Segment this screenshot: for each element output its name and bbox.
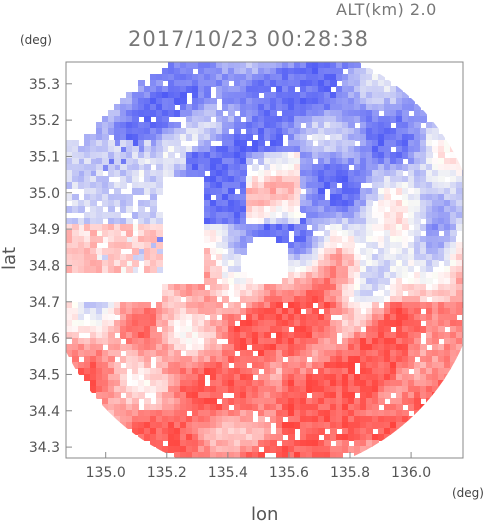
y-tick-label: 34.5 [29,367,60,383]
y-tick-label: 34.3 [29,440,60,456]
y-tick-label: 35.1 [29,149,60,165]
y-tick-label: 35.0 [29,186,60,202]
x-tick-label: 135.2 [147,465,187,481]
x-tick-label: 135.0 [86,465,126,481]
scan-timestamp: 2017/10/23 00:28:38 [128,27,370,51]
y-tick-label: 34.4 [29,404,60,420]
y-axis-ticks: 35.3 35.2 35.1 35.0 34.9 34.8 34.7 34.6 34.5 34.4… [29,77,72,456]
plot-frame [65,61,464,459]
y-tick-label: 34.9 [29,222,60,238]
y-tick-label: 34.6 [29,331,60,347]
x-axis-title: lon [251,504,279,525]
x-axis-ticks: 135.0 135.2 135.4 135.6 135.8 136.0 [86,452,431,481]
x-tick-label: 136.0 [391,465,431,481]
y-tick-label: 35.2 [29,113,60,129]
x-tick-label: 135.4 [208,465,248,481]
doppler-field [66,62,463,458]
y-axis-unit: (deg) [20,33,52,47]
x-tick-label: 135.8 [330,465,370,481]
x-tick-label: 135.6 [269,465,309,481]
x-axis-unit: (deg) [452,486,484,500]
altitude-label: ALT(km) 2.0 [336,0,437,19]
y-tick-label: 34.8 [29,258,60,274]
y-tick-label: 35.3 [29,77,60,93]
y-tick-label: 34.7 [29,295,60,311]
